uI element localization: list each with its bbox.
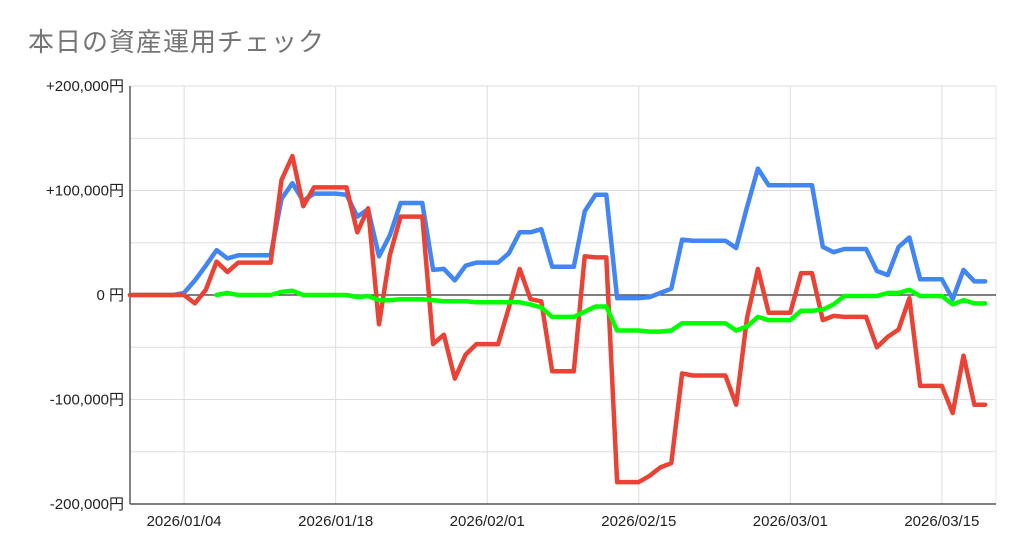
x-tick-label: 2026/02/01 [450, 513, 525, 530]
x-tick-label: 2026/02/15 [601, 513, 676, 530]
series-line [127, 166, 988, 302]
y-tick-label: -200,000円 [50, 496, 124, 513]
x-tick-label: 2026/03/01 [753, 513, 828, 530]
tick-labels: +200,000円 +100,000円 0 円 -100,000円 -200,000円 2… [46, 78, 979, 530]
series-line [214, 287, 988, 334]
y-tick-label: +200,000円 [46, 78, 124, 95]
y-tick-label: 0 円 [96, 287, 124, 304]
series-lines [127, 153, 988, 485]
x-tick-label: 2026/01/04 [147, 513, 222, 530]
y-tick-label: +100,000円 [46, 183, 124, 200]
y-tick-label: -100,000円 [50, 392, 124, 409]
x-tick-label: 2026/01/18 [298, 513, 373, 530]
chart-title: 本日の資産運用チェック [28, 27, 326, 57]
x-tick-label: 2026/03/15 [904, 513, 979, 530]
series-line [127, 153, 988, 485]
